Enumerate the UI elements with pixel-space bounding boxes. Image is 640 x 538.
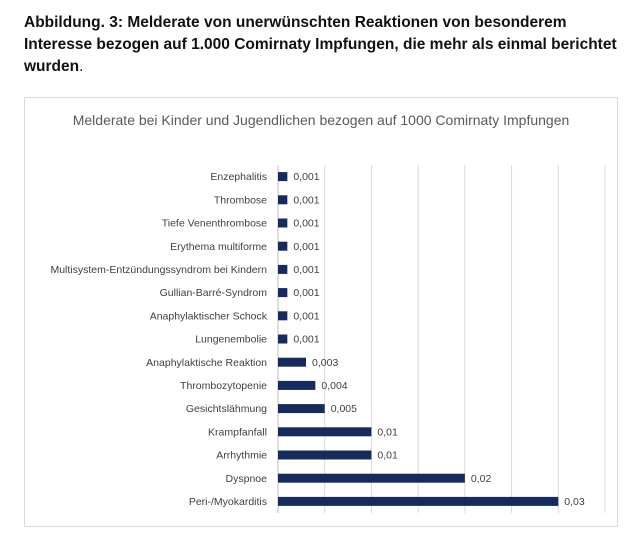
data-label: 0,001 bbox=[293, 264, 319, 276]
bar bbox=[278, 427, 372, 437]
category-label: Dyspnoe bbox=[226, 473, 268, 485]
bar-chart: Enzephalitis 0,001 Thrombose 0,001 Tiefe Ven… bbox=[50, 165, 606, 513]
bar bbox=[278, 264, 288, 274]
data-label: 0,001 bbox=[293, 171, 319, 183]
data-label: 0,001 bbox=[293, 310, 319, 322]
bar bbox=[278, 311, 288, 321]
bar bbox=[278, 288, 288, 298]
figure-caption: Abbildung. 3: Melderate von unerwünschte… bbox=[24, 12, 620, 78]
figure-caption-text: Abbildung. 3: Melderate von unerwünschte… bbox=[24, 14, 617, 75]
category-label: Erythema multiforme bbox=[170, 241, 267, 253]
category-label: Arrhythmie bbox=[216, 450, 267, 462]
category-label: Thrombozytopenie bbox=[180, 380, 267, 392]
bar bbox=[278, 218, 288, 228]
bar bbox=[278, 241, 288, 251]
data-label: 0,01 bbox=[377, 426, 398, 438]
category-label: Lungenembolie bbox=[195, 334, 267, 346]
bar bbox=[278, 404, 325, 414]
category-label: Gullian-Barré-Syndrom bbox=[160, 287, 268, 299]
bar bbox=[278, 357, 307, 367]
category-label: Anaphylaktische Reaktion bbox=[146, 357, 267, 369]
bar bbox=[278, 473, 465, 483]
category-label: Peri-/Myokarditis bbox=[189, 496, 267, 508]
category-label: Multisystem-Entzündungssyndrom bei Kinde… bbox=[50, 264, 267, 276]
category-label: Anaphylaktischer Schock bbox=[150, 310, 268, 322]
bar bbox=[278, 334, 288, 344]
data-label: 0,03 bbox=[564, 496, 585, 508]
bar bbox=[278, 380, 316, 390]
bar bbox=[278, 172, 288, 182]
bar bbox=[278, 496, 559, 506]
bar bbox=[278, 450, 372, 460]
chart-panel: Melderate bei Kinder und Jugendlichen be… bbox=[24, 97, 618, 527]
category-label: Enzephalitis bbox=[210, 171, 267, 183]
data-label: 0,01 bbox=[377, 450, 398, 462]
chart-title: Melderate bei Kinder und Jugendlichen be… bbox=[72, 112, 570, 128]
data-label: 0,001 bbox=[293, 287, 319, 299]
data-label: 0,02 bbox=[471, 473, 492, 485]
bar bbox=[278, 195, 288, 205]
data-label: 0,005 bbox=[331, 403, 357, 415]
category-label: Gesichtslähmung bbox=[186, 403, 267, 415]
figure-caption-end: . bbox=[79, 58, 84, 75]
data-label: 0,001 bbox=[293, 194, 319, 206]
data-label: 0,001 bbox=[293, 334, 319, 346]
data-label: 0,001 bbox=[293, 241, 319, 253]
data-label: 0,004 bbox=[321, 380, 347, 392]
category-label: Thrombose bbox=[214, 194, 267, 206]
category-label: Tiefe Venenthrombose bbox=[162, 218, 267, 230]
category-label: Krampfanfall bbox=[208, 426, 267, 438]
data-label: 0,001 bbox=[293, 218, 319, 230]
data-label: 0,003 bbox=[312, 357, 338, 369]
